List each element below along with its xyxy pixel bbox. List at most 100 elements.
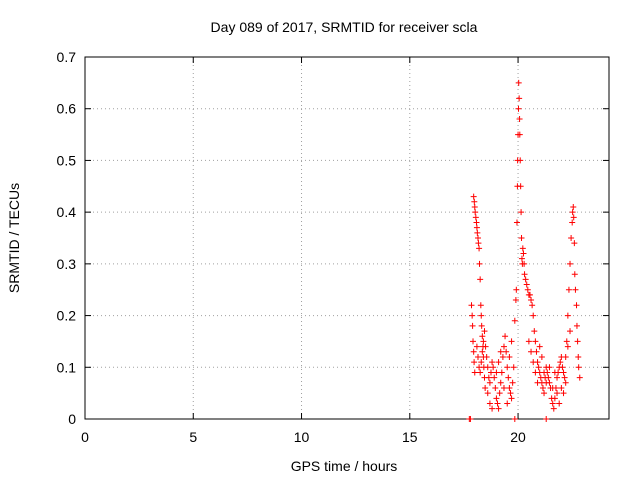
data-point bbox=[472, 209, 479, 216]
y-tick-label: 0.4 bbox=[57, 204, 77, 220]
data-point bbox=[523, 281, 530, 288]
data-point bbox=[489, 359, 496, 366]
data-point bbox=[528, 348, 535, 355]
data-point bbox=[472, 214, 479, 221]
data-point bbox=[567, 260, 574, 267]
data-point bbox=[477, 276, 484, 283]
y-tick-label: 0 bbox=[68, 411, 76, 427]
data-point bbox=[558, 384, 565, 391]
data-point bbox=[483, 353, 490, 360]
data-point bbox=[497, 379, 504, 386]
data-point bbox=[538, 353, 545, 360]
data-point bbox=[482, 343, 489, 350]
x-axis-label: GPS time / hours bbox=[291, 458, 398, 474]
data-point bbox=[575, 353, 582, 360]
data-point bbox=[484, 364, 491, 371]
x-tick-label: 0 bbox=[81, 429, 89, 445]
data-point bbox=[480, 338, 487, 345]
data-point bbox=[541, 369, 548, 376]
data-point bbox=[536, 343, 543, 350]
data-point bbox=[518, 235, 525, 241]
data-point bbox=[476, 245, 483, 252]
data-point bbox=[503, 348, 510, 355]
data-point bbox=[508, 395, 515, 402]
data-point bbox=[508, 338, 515, 345]
data-point bbox=[543, 379, 550, 386]
data-point bbox=[564, 312, 571, 319]
data-point bbox=[507, 390, 514, 397]
data-point bbox=[565, 286, 572, 293]
plot-frame bbox=[84, 56, 610, 420]
data-point bbox=[532, 369, 539, 376]
data-point bbox=[524, 286, 531, 293]
data-point bbox=[562, 353, 569, 360]
data-point bbox=[535, 364, 542, 371]
data-point bbox=[497, 348, 504, 355]
data-point bbox=[505, 374, 512, 381]
data-point bbox=[571, 271, 578, 278]
y-tick-label: 0.2 bbox=[57, 308, 77, 324]
data-point bbox=[470, 348, 477, 355]
data-point bbox=[478, 359, 485, 366]
y-axis-label: SRMTID / TECUs bbox=[6, 183, 22, 293]
data-point bbox=[492, 384, 499, 391]
data-point bbox=[471, 203, 478, 210]
data-point bbox=[571, 240, 578, 247]
data-point bbox=[494, 400, 501, 407]
data-point bbox=[539, 384, 546, 391]
data-point bbox=[574, 338, 581, 345]
data-point bbox=[496, 390, 503, 397]
y-tick-label: 0.3 bbox=[57, 256, 77, 272]
data-point bbox=[557, 359, 564, 366]
x-tick-label: 20 bbox=[510, 429, 526, 445]
y-tick-label: 0.5 bbox=[57, 152, 77, 168]
data-point bbox=[491, 374, 498, 381]
data-point bbox=[469, 312, 476, 319]
x-tick-label: 10 bbox=[294, 429, 310, 445]
data-point bbox=[511, 317, 518, 324]
data-point bbox=[473, 219, 480, 226]
data-point bbox=[473, 224, 480, 231]
data-point bbox=[487, 369, 494, 376]
data-point bbox=[554, 390, 561, 397]
data-point bbox=[572, 286, 579, 293]
data-point bbox=[476, 364, 483, 371]
data-points bbox=[466, 79, 583, 422]
data-point bbox=[546, 364, 553, 371]
data-point bbox=[570, 214, 577, 221]
data-point bbox=[479, 348, 486, 355]
data-point bbox=[493, 369, 500, 376]
data-point bbox=[541, 390, 548, 397]
data-point bbox=[475, 353, 481, 360]
data-point bbox=[516, 116, 523, 123]
data-point bbox=[569, 209, 576, 216]
x-tick-label: 5 bbox=[189, 429, 197, 445]
data-point bbox=[556, 400, 563, 407]
data-point bbox=[506, 384, 513, 391]
data-point bbox=[482, 384, 489, 391]
data-point bbox=[516, 95, 523, 102]
data-point bbox=[506, 353, 513, 360]
data-point bbox=[477, 369, 484, 376]
data-point bbox=[533, 348, 540, 355]
data-point bbox=[525, 338, 532, 345]
data-point bbox=[498, 369, 505, 376]
data-point bbox=[564, 343, 571, 350]
data-point bbox=[528, 297, 535, 304]
data-point bbox=[517, 183, 524, 190]
data-point bbox=[518, 209, 525, 216]
data-point bbox=[530, 359, 537, 366]
data-point bbox=[467, 416, 474, 422]
data-point bbox=[568, 235, 575, 241]
data-point bbox=[569, 219, 576, 226]
y-tick-label: 0.1 bbox=[57, 359, 77, 375]
data-point bbox=[532, 338, 539, 345]
data-point bbox=[521, 271, 528, 278]
data-point bbox=[543, 416, 550, 422]
data-point bbox=[515, 79, 522, 86]
data-point bbox=[475, 240, 482, 247]
data-point bbox=[474, 229, 481, 236]
data-point bbox=[567, 328, 574, 335]
data-point bbox=[469, 322, 476, 329]
